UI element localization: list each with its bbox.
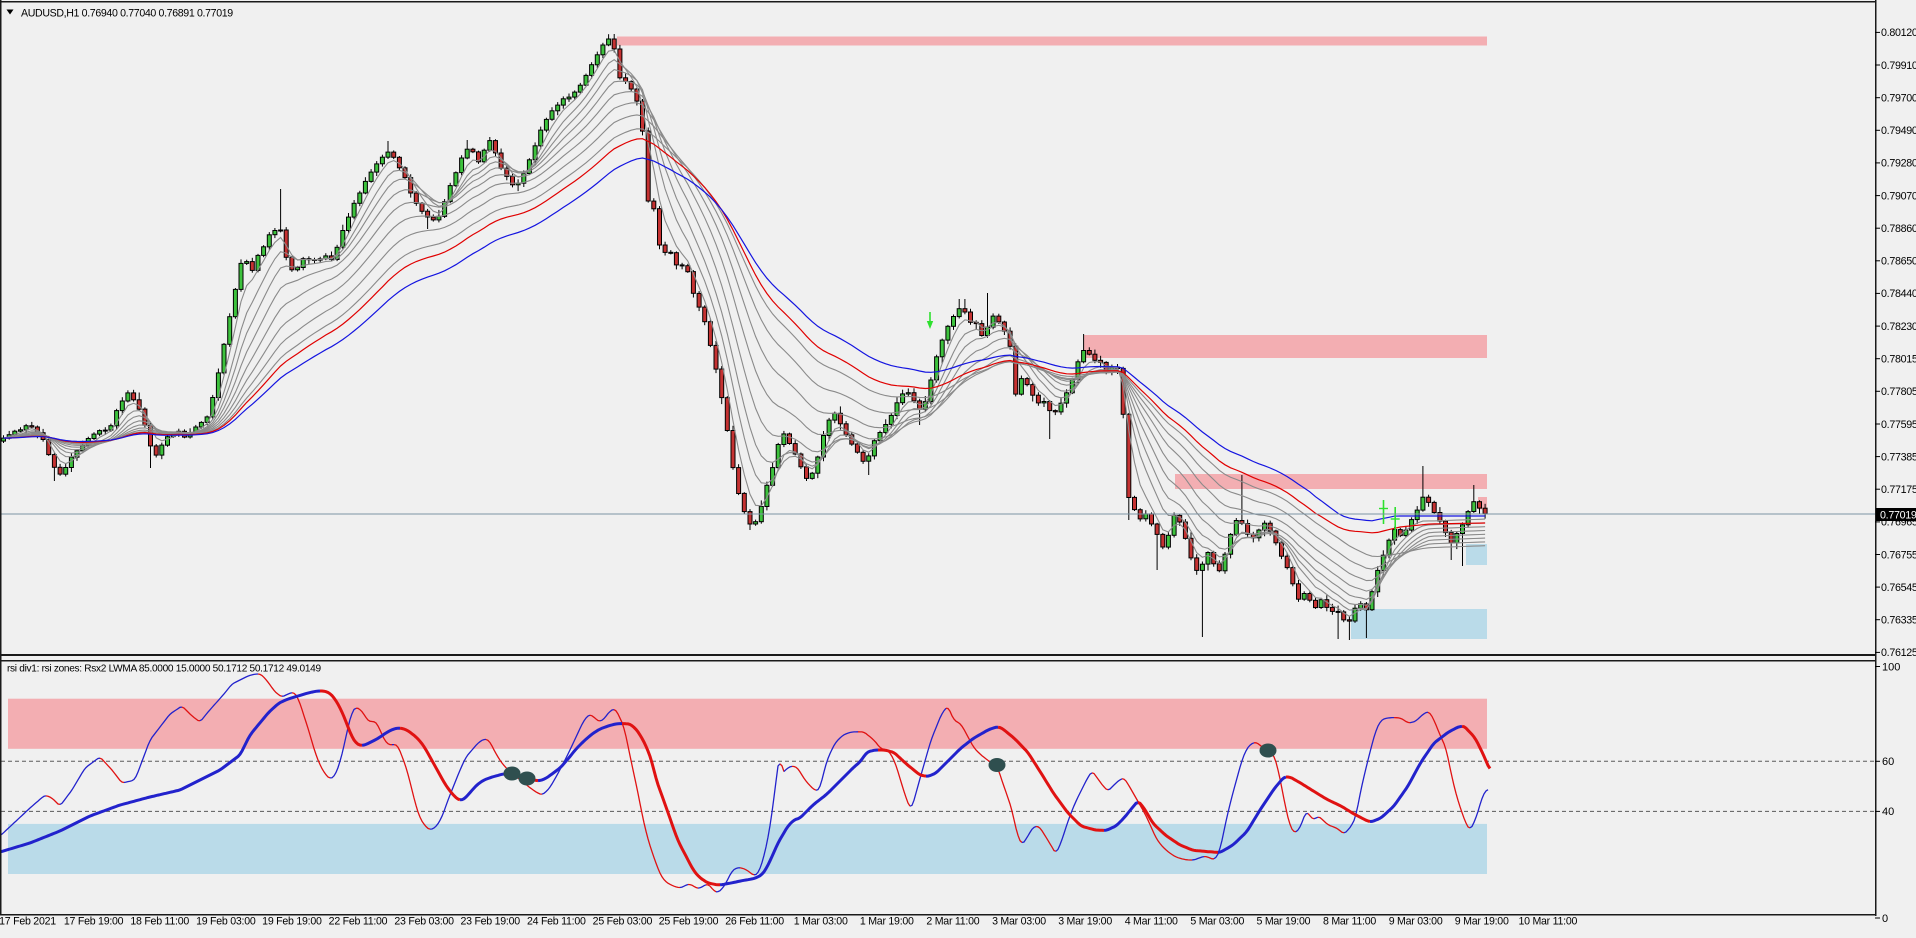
svg-text:18 Feb 11:00: 18 Feb 11:00 xyxy=(130,916,189,928)
svg-text:0.77385: 0.77385 xyxy=(1881,451,1916,463)
svg-text:0.79700: 0.79700 xyxy=(1881,93,1916,105)
svg-text:0.76125: 0.76125 xyxy=(1881,647,1916,659)
svg-text:0.79490: 0.79490 xyxy=(1881,125,1916,137)
svg-text:0.79070: 0.79070 xyxy=(1881,190,1916,202)
svg-text:AUDUSD,H1 0.76940 0.77040 0.7: AUDUSD,H1 0.76940 0.77040 0.76891 0.7701… xyxy=(21,8,233,20)
svg-text:1 Mar 03:00: 1 Mar 03:00 xyxy=(794,916,848,928)
svg-text:3 Mar 03:00: 3 Mar 03:00 xyxy=(992,916,1046,928)
svg-text:17 Feb 19:00: 17 Feb 19:00 xyxy=(64,916,124,928)
svg-text:8 Mar 11:00: 8 Mar 11:00 xyxy=(1323,916,1376,928)
svg-text:0.78860: 0.78860 xyxy=(1881,223,1916,235)
svg-text:0.78650: 0.78650 xyxy=(1881,256,1916,268)
svg-text:5 Mar 03:00: 5 Mar 03:00 xyxy=(1190,916,1244,928)
svg-text:0.76755: 0.76755 xyxy=(1881,549,1916,561)
svg-text:3 Mar 19:00: 3 Mar 19:00 xyxy=(1058,916,1112,928)
svg-text:9 Mar 19:00: 9 Mar 19:00 xyxy=(1455,916,1509,928)
svg-text:4 Mar 11:00: 4 Mar 11:00 xyxy=(1125,916,1178,928)
svg-text:1 Mar 19:00: 1 Mar 19:00 xyxy=(860,916,914,928)
svg-text:0.77805: 0.77805 xyxy=(1881,386,1916,398)
svg-text:100: 100 xyxy=(1882,661,1900,673)
svg-text:0.77175: 0.77175 xyxy=(1881,484,1916,496)
svg-text:26 Feb 11:00: 26 Feb 11:00 xyxy=(725,916,784,928)
svg-text:0.76335: 0.76335 xyxy=(1881,615,1916,627)
svg-text:0.77019: 0.77019 xyxy=(1880,509,1916,521)
svg-text:10 Mar 11:00: 10 Mar 11:00 xyxy=(1518,916,1577,928)
svg-text:23 Feb 03:00: 23 Feb 03:00 xyxy=(394,916,454,928)
svg-text:0.78230: 0.78230 xyxy=(1881,321,1916,333)
svg-text:5 Mar 19:00: 5 Mar 19:00 xyxy=(1257,916,1311,928)
svg-text:0.78440: 0.78440 xyxy=(1881,288,1916,300)
svg-text:2 Mar 11:00: 2 Mar 11:00 xyxy=(926,916,979,928)
svg-text:0: 0 xyxy=(1882,913,1888,925)
svg-text:9 Mar 03:00: 9 Mar 03:00 xyxy=(1389,916,1443,928)
svg-text:25 Feb 19:00: 25 Feb 19:00 xyxy=(659,916,719,928)
svg-text:0.79280: 0.79280 xyxy=(1881,158,1916,170)
svg-text:0.77595: 0.77595 xyxy=(1881,419,1916,431)
svg-text:0.80120: 0.80120 xyxy=(1881,27,1916,39)
svg-text:24 Feb 11:00: 24 Feb 11:00 xyxy=(527,916,586,928)
svg-text:0.76545: 0.76545 xyxy=(1881,582,1916,594)
svg-text:19 Feb 03:00: 19 Feb 03:00 xyxy=(196,916,256,928)
svg-text:17 Feb 2021: 17 Feb 2021 xyxy=(0,916,56,928)
svg-text:rsi div1: rsi zones: Rsx2 LWMA: rsi div1: rsi zones: Rsx2 LWMA 85.0000 1… xyxy=(7,664,321,675)
svg-text:40: 40 xyxy=(1882,806,1894,818)
svg-text:22 Feb 11:00: 22 Feb 11:00 xyxy=(329,916,388,928)
svg-text:23 Feb 19:00: 23 Feb 19:00 xyxy=(460,916,520,928)
svg-text:19 Feb 19:00: 19 Feb 19:00 xyxy=(262,916,322,928)
svg-text:60: 60 xyxy=(1882,756,1894,768)
svg-text:0.78015: 0.78015 xyxy=(1881,354,1916,366)
svg-text:25 Feb 03:00: 25 Feb 03:00 xyxy=(593,916,653,928)
svg-text:0.79910: 0.79910 xyxy=(1881,60,1916,72)
